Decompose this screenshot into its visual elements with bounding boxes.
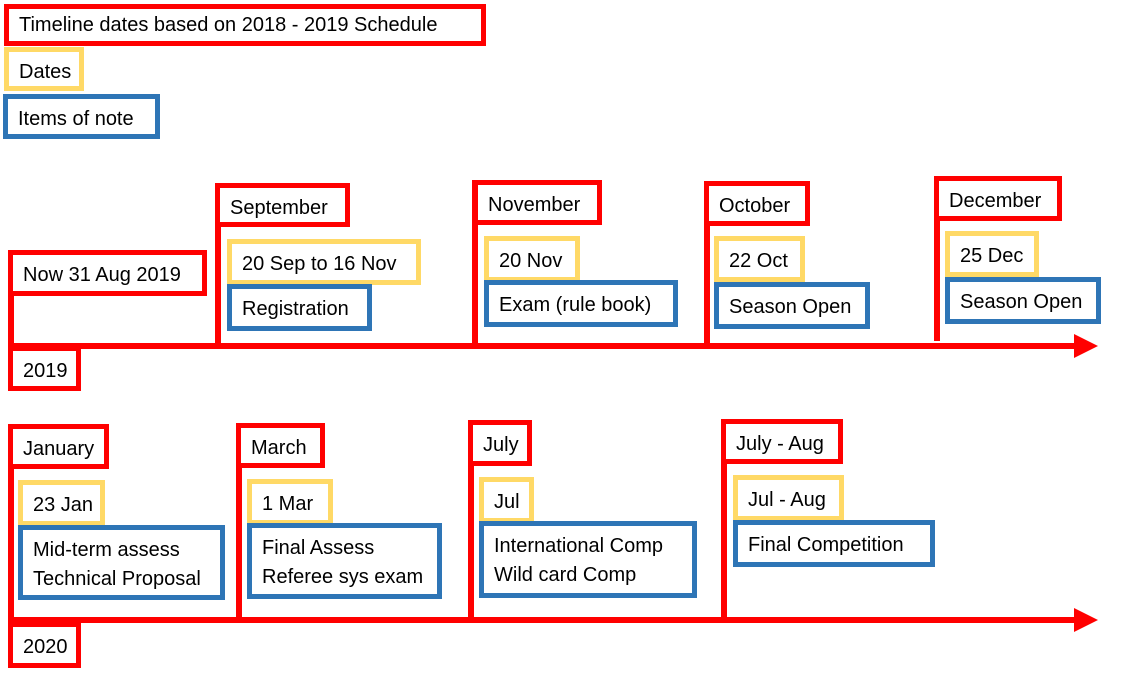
timeline-2019-start-label: Now 31 Aug 2019 bbox=[8, 250, 207, 296]
note-season-open-oct: Season Open bbox=[714, 282, 870, 329]
timeline-2019-axis bbox=[8, 343, 1078, 349]
month-label-january: January bbox=[8, 424, 109, 469]
date-label-22-oct: 22 Oct bbox=[714, 236, 805, 282]
legend-dates: Dates bbox=[4, 47, 84, 91]
note-mid-term-technical: Mid-term assess Technical Proposal bbox=[18, 525, 225, 600]
note-season-open-dec: Season Open bbox=[945, 277, 1101, 324]
note-international-wild-card: International Comp Wild card Comp bbox=[479, 521, 697, 598]
note-line: Referee sys exam bbox=[262, 566, 424, 588]
note-final-competition: Final Competition bbox=[733, 520, 935, 567]
month-label-october: October bbox=[704, 181, 810, 226]
timeline-2019-stem-nov bbox=[472, 180, 478, 346]
timeline-2019-start-stem bbox=[8, 260, 14, 346]
date-label-25-dec: 25 Dec bbox=[945, 231, 1039, 277]
month-label-july: July bbox=[468, 420, 532, 466]
timeline-2020-axis bbox=[8, 617, 1078, 623]
timeline-2020-stem-jul-aug bbox=[721, 419, 727, 622]
month-label-july-aug: July - Aug bbox=[721, 419, 843, 464]
note-final-assess-referee: Final Assess Referee sys exam bbox=[247, 523, 442, 599]
legend-items-of-note: Items of note bbox=[3, 94, 160, 139]
date-label-20-nov: 20 Nov bbox=[484, 236, 580, 282]
date-label-1-mar: 1 Mar bbox=[247, 479, 333, 525]
note-registration: Registration bbox=[227, 284, 372, 331]
timeline-2020-arrowhead bbox=[1074, 608, 1098, 632]
timeline-2019-stem-oct bbox=[704, 181, 710, 346]
month-label-december: December bbox=[934, 176, 1062, 221]
timeline-2019-year-label: 2019 bbox=[8, 346, 81, 391]
month-label-september: September bbox=[215, 183, 350, 227]
timeline-2019-stem-dec bbox=[934, 176, 940, 341]
note-line: Wild card Comp bbox=[494, 564, 637, 586]
note-exam-rule-book: Exam (rule book) bbox=[484, 280, 678, 327]
timeline-2019-stem-sep bbox=[215, 184, 221, 346]
month-label-march: March bbox=[236, 423, 325, 468]
date-label-jul-aug: Jul - Aug bbox=[733, 475, 844, 521]
timeline-2020-stem-jul bbox=[468, 420, 474, 622]
timeline-2020-stem-jan bbox=[8, 425, 14, 622]
date-label-23-jan: 23 Jan bbox=[18, 480, 105, 526]
timeline-2020-stem-mar bbox=[236, 423, 242, 622]
note-line: Mid-term assess bbox=[33, 539, 180, 561]
note-line: Final Assess bbox=[262, 537, 375, 559]
note-line: International Comp bbox=[494, 535, 663, 557]
note-line: Technical Proposal bbox=[33, 568, 201, 590]
timeline-2020-year-label: 2020 bbox=[8, 622, 81, 668]
date-label-20-sep-16-nov: 20 Sep to 16 Nov bbox=[227, 239, 421, 285]
legend-title: Timeline dates based on 2018 - 2019 Sche… bbox=[4, 4, 486, 46]
month-label-november: November bbox=[473, 180, 602, 225]
timeline-2019-arrowhead bbox=[1074, 334, 1098, 358]
date-label-jul: Jul bbox=[479, 477, 534, 523]
